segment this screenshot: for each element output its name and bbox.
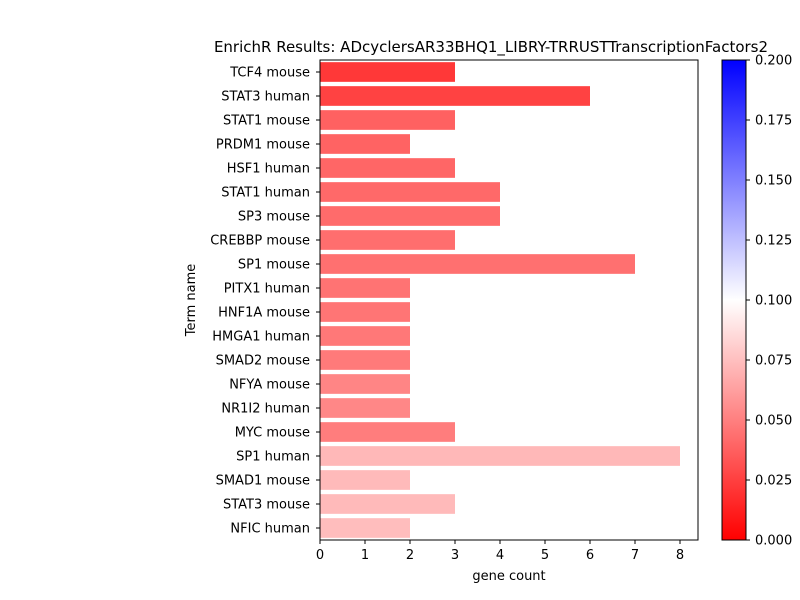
bar-sp1-human [320, 446, 680, 466]
x-ticks: 0 1 2 3 4 5 6 7 8 [316, 540, 684, 563]
colorbar-tick-label: 0.175 [755, 114, 792, 129]
bar-smad2-mouse [320, 350, 410, 370]
plot-frame [319, 59, 699, 541]
bar-pitx1-human [320, 278, 410, 298]
y-tick-label: STAT1 human [221, 186, 310, 201]
y-tick-label: NFIC human [230, 522, 310, 537]
colorbar-tick-label: 0.025 [755, 474, 792, 489]
bar-hmga1-human [320, 326, 410, 346]
y-tick-label: STAT3 human [221, 90, 310, 105]
bar-myc-mouse [320, 422, 455, 442]
y-tick-label: STAT1 mouse [223, 114, 310, 129]
bar-prdm1-mouse [320, 134, 410, 154]
y-tick-label: SMAD1 mouse [216, 474, 310, 489]
y-tick-label: SP1 mouse [238, 258, 310, 273]
colorbar-tick-label: 0.100 [755, 294, 792, 309]
colorbar-tick-label: 0.200 [755, 54, 792, 69]
bar-crebbp-mouse [320, 230, 455, 250]
x-tick-label: 7 [631, 548, 639, 563]
colorbar-tick-label: 0.000 [755, 534, 792, 549]
x-tick-label: 5 [541, 548, 549, 563]
bars-layer [320, 62, 680, 538]
colorbar-tick-label: 0.125 [755, 234, 792, 249]
bar-stat3-mouse [320, 494, 455, 514]
x-tick-label: 1 [361, 548, 369, 563]
y-tick-label: CREBBP mouse [210, 234, 310, 249]
y-tick-label: HSF1 human [227, 162, 310, 177]
x-tick-label: 4 [496, 548, 504, 563]
chart-title: EnrichR Results: ADcyclersAR33BHQ1_LIBRY… [214, 38, 768, 57]
y-tick-labels: TCF4 mouse STAT3 human STAT1 mouse PRDM1 mo… [210, 66, 320, 537]
bar-stat1-human [320, 182, 500, 202]
x-tick-label: 8 [676, 548, 684, 563]
colorbar-ticks: 0.000 0.025 0.050 0.075 0.100 0.125 0.150 0.175… [746, 54, 792, 549]
y-tick-label: SP3 mouse [238, 210, 310, 225]
bar-tcf4-mouse [320, 62, 455, 82]
y-tick-label: MYC mouse [235, 426, 310, 441]
colorbar-tick-label: 0.150 [755, 174, 792, 189]
x-axis-label: gene count [472, 569, 545, 584]
x-tick-label: 6 [586, 548, 594, 563]
bar-sp3-mouse [320, 206, 500, 226]
x-tick-label: 2 [406, 548, 414, 563]
bar-nr1i2-human [320, 398, 410, 418]
y-tick-label: HMGA1 human [212, 330, 310, 345]
y-tick-label: PRDM1 mouse [216, 138, 310, 153]
bar-stat1-mouse [320, 110, 455, 130]
bar-nfya-mouse [320, 374, 410, 394]
y-tick-label: NR1I2 human [221, 402, 310, 417]
bar-smad1-mouse [320, 470, 410, 490]
y-tick-label: TCF4 mouse [229, 66, 310, 81]
bar-nfic-human [320, 518, 410, 538]
x-tick-label: 0 [316, 548, 324, 563]
y-tick-label: SP1 human [236, 450, 310, 465]
bar-sp1-mouse [320, 254, 635, 274]
x-tick-label: 3 [451, 548, 459, 563]
y-tick-label: NFYA mouse [229, 378, 310, 393]
bar-hsf1-human [320, 158, 455, 178]
colorbar [721, 59, 747, 541]
y-tick-label: PITX1 human [224, 282, 310, 297]
colorbar-tick-label: 0.050 [755, 414, 792, 429]
y-tick-label: STAT3 mouse [223, 498, 310, 513]
colorbar-tick-label: 0.075 [755, 354, 792, 369]
y-tick-label: SMAD2 mouse [216, 354, 310, 369]
bar-hnf1a-mouse [320, 302, 410, 322]
y-axis-label: Term name [184, 264, 199, 338]
y-tick-label: HNF1A mouse [218, 306, 310, 321]
bar-stat3-human [320, 86, 590, 106]
